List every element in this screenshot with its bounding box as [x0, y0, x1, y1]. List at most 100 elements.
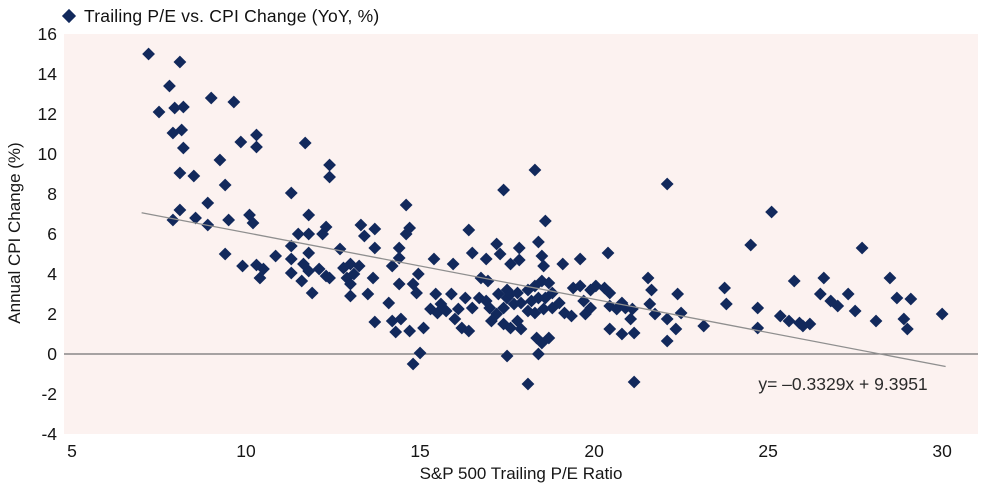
scatter-point [773, 309, 787, 323]
scatter-point [542, 276, 556, 290]
scatter-point [429, 287, 443, 301]
scatter-point [890, 291, 904, 305]
scatter-point [900, 322, 914, 336]
scatter-point [660, 334, 674, 348]
scatter-point [213, 153, 227, 167]
scatter-point [298, 136, 312, 150]
x-tick-label: 5 [67, 441, 77, 461]
scatter-point [406, 357, 420, 371]
scatter-point [451, 302, 465, 316]
scatter-point [385, 259, 399, 273]
scatter-point [813, 287, 827, 301]
scatter-point [883, 271, 897, 285]
scatter-point [344, 257, 357, 271]
scatter-point [250, 140, 263, 154]
scatter-point [504, 321, 517, 335]
scatter-point [537, 259, 551, 273]
scatter-point [803, 317, 817, 331]
scatter-point [493, 247, 507, 261]
scatter-point [284, 252, 298, 266]
scatter-point [344, 277, 357, 291]
scatter-point [403, 221, 417, 235]
scatter-point [218, 178, 232, 192]
scatter-point [603, 299, 617, 313]
scatter-point [166, 213, 180, 227]
scatter-point [671, 287, 685, 301]
scatter-point [782, 314, 796, 328]
scatter-point [552, 296, 566, 310]
scatter-point [660, 312, 674, 326]
scatter-point [410, 286, 423, 300]
y-axis-title: Annual CPI Change (%) [5, 142, 24, 323]
scatter-point [674, 306, 688, 320]
scatter-point [163, 79, 176, 93]
x-tick-label: 20 [584, 441, 604, 461]
scatter-point [187, 169, 201, 183]
scatter-point [530, 331, 544, 345]
scatter-point [532, 235, 545, 249]
scatter-point [719, 297, 733, 311]
scatter-point [535, 249, 549, 263]
scatter-point [323, 271, 336, 285]
scatter-point [479, 294, 493, 308]
scatter-point [848, 304, 862, 318]
y-tick-label: 10 [38, 144, 58, 164]
scatter-point [481, 274, 495, 288]
scatter-point [603, 286, 617, 300]
plot-area [64, 34, 978, 434]
scatter-point [511, 314, 524, 328]
chart-legend: Trailing P/E vs. CPI Change (YoY, %) [61, 4, 379, 28]
scatter-point [465, 301, 479, 315]
scatter-point [319, 220, 333, 234]
y-tick-label: 16 [38, 24, 57, 44]
scatter-point [855, 241, 869, 255]
scatter-point [392, 277, 406, 291]
scatter-point [302, 227, 316, 241]
y-tick-label: 8 [47, 184, 57, 204]
trendline-equation-label: y= –0.3329x + 9.3951 [758, 374, 927, 394]
scatter-point [417, 321, 430, 335]
x-tick-label: 15 [410, 441, 429, 461]
scatter-point [411, 267, 425, 281]
scatter-point [485, 314, 498, 328]
scatter-point [796, 319, 810, 333]
scatter-point [514, 296, 528, 310]
y-tick-label: 4 [47, 264, 57, 284]
scatter-point [479, 252, 493, 266]
y-tick-label: -2 [41, 384, 57, 404]
scatter-point [284, 266, 298, 280]
y-tick-label: 12 [38, 104, 57, 124]
scatter-point [394, 312, 408, 326]
scatter-point [589, 279, 603, 293]
x-axis-tick-labels: 5 10 15 20 25 30 [67, 441, 952, 461]
scatter-point [337, 261, 350, 275]
scatter-point [831, 299, 845, 313]
scatter-point [173, 203, 187, 217]
scatter-point [718, 281, 732, 295]
scatter-point [765, 205, 779, 219]
scatter-point [406, 277, 420, 291]
scatter-point [566, 281, 580, 295]
scatter-point [490, 307, 504, 321]
scatter-point [643, 297, 657, 311]
scatter-point [253, 271, 267, 285]
scatter-point [615, 296, 629, 310]
scatter-point [528, 163, 542, 177]
scatter-point [302, 246, 316, 260]
scatter-point [444, 287, 458, 301]
scatter-point [525, 294, 538, 308]
scatter-point [222, 213, 236, 227]
scatter-point [625, 302, 639, 316]
y-tick-label: 6 [47, 224, 57, 244]
scatter-point [361, 287, 375, 301]
x-tick-label: 10 [236, 441, 256, 461]
scatter-point [312, 262, 326, 276]
scatter-point [565, 309, 578, 323]
scatter-point [645, 283, 658, 297]
scatter-point [368, 222, 382, 236]
scatter-point [497, 183, 510, 197]
scatter-point [176, 100, 190, 114]
scatter-point [627, 375, 641, 389]
scatter-point [817, 271, 831, 285]
